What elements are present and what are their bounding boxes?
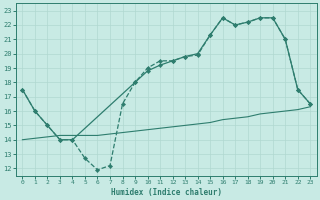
X-axis label: Humidex (Indice chaleur): Humidex (Indice chaleur) [111, 188, 222, 197]
